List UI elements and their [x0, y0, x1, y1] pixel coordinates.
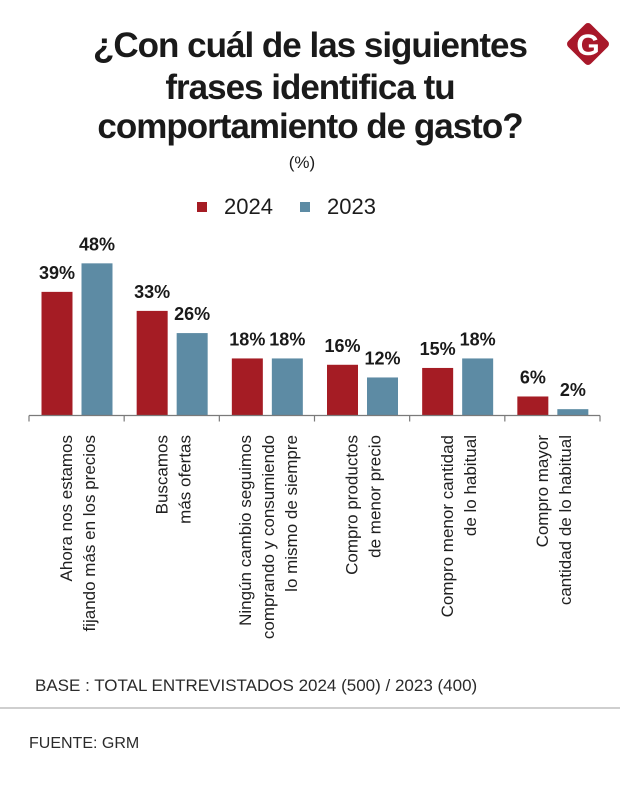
data-label-2023-3: 18% — [269, 329, 305, 349]
bar-2023-5 — [462, 358, 494, 416]
data-label-value: 26 — [174, 304, 194, 324]
chart-title-line: ¿Con cuál de las siguientes — [93, 26, 528, 65]
brand-g-diamond-icon: G — [567, 23, 609, 65]
data-label-suffix: % — [289, 329, 305, 349]
bar-2024-5 — [422, 367, 454, 416]
x-tick-label-1: fijando más en los precios — [80, 435, 99, 632]
data-label-value: 33 — [134, 282, 154, 302]
base-note: BASE : TOTAL ENTREVISTADOS 2024 (500) / … — [35, 676, 478, 695]
chart-subtitle: (%) — [288, 153, 316, 172]
data-label-suffix: % — [440, 339, 456, 359]
data-label-2023-2: 26% — [174, 304, 210, 324]
legend-label: 2024 — [224, 194, 273, 219]
data-label-2024-2: 33% — [134, 282, 170, 302]
bar-2024-1 — [41, 291, 73, 416]
data-label-suffix: % — [345, 336, 361, 356]
x-tick-label-6: Compro mayor — [533, 435, 552, 548]
data-label-suffix: % — [154, 282, 170, 302]
data-label-value: 2 — [560, 380, 570, 400]
data-label-2024-3: 18% — [229, 329, 265, 349]
data-label-2024-5: 15% — [420, 339, 456, 359]
x-tick-label-3: lo mismo de siempre — [282, 435, 301, 592]
chart-title-line: comportamiento de gasto? — [97, 107, 523, 146]
brand-logo-diamond — [567, 23, 609, 65]
x-tick-label-3: Ningún cambio seguimos — [236, 435, 255, 626]
data-label-suffix: % — [59, 263, 75, 283]
x-tick-label-6: cantidad de lo habitual — [556, 435, 575, 605]
bar-2023-1 — [81, 263, 113, 416]
data-label-value: 15 — [420, 339, 440, 359]
footer-divider — [0, 707, 620, 709]
data-label-suffix: % — [480, 329, 496, 349]
legend-item-2024: 2024 — [197, 194, 273, 220]
x-tick-label-3: comprando y consumiendo — [259, 435, 278, 639]
data-label-value: 16 — [324, 336, 344, 356]
x-tick-label-5: Compro menor cantidad — [438, 435, 457, 617]
bar-2024-2 — [136, 310, 168, 416]
data-label-value: 48 — [79, 234, 99, 254]
data-label-suffix: % — [249, 329, 265, 349]
data-label-2023-5: 18% — [460, 329, 496, 349]
bar-2023-3 — [271, 358, 303, 416]
bar-2024-3 — [231, 358, 263, 416]
data-label-value: 6 — [520, 367, 530, 387]
x-tick-label-2: más ofertas — [175, 435, 194, 524]
bar-2024-6 — [517, 396, 549, 416]
data-label-suffix: % — [530, 367, 546, 387]
legend-label: 2023 — [327, 194, 376, 219]
data-label-2023-4: 12% — [364, 348, 400, 368]
data-label-value: 39 — [39, 263, 59, 283]
bar-2024-4 — [327, 364, 358, 416]
legend-swatch-2023 — [300, 202, 310, 212]
data-label-value: 18 — [460, 329, 480, 349]
x-tick-label-4: de menor precio — [366, 435, 385, 558]
legend-item-2023: 2023 — [300, 194, 376, 220]
data-label-suffix: % — [194, 304, 210, 324]
legend-swatch-2024 — [197, 202, 207, 212]
chart-title-line: frases identifica tu — [165, 68, 455, 107]
x-tick-label-5: de lo habitual — [461, 435, 480, 536]
bar-2023-6 — [557, 409, 589, 416]
x-tick-label-2: Buscamos — [152, 435, 171, 514]
data-label-suffix: % — [99, 234, 115, 254]
source-note: FUENTE: GRM — [29, 735, 140, 752]
brand-logo-letter: G — [576, 29, 599, 62]
data-label-2024-6: 6% — [520, 367, 546, 387]
x-tick-label-1: Ahora nos estamos — [57, 435, 76, 581]
data-label-2024-1: 39% — [39, 263, 75, 283]
bar-2023-4 — [367, 377, 398, 416]
data-label-2023-1: 48% — [79, 234, 115, 254]
data-label-value: 12 — [364, 348, 384, 368]
data-label-2024-4: 16% — [324, 336, 360, 356]
data-label-2023-6: 2% — [560, 380, 586, 400]
data-label-value: 18 — [269, 329, 289, 349]
data-label-suffix: % — [570, 380, 586, 400]
bar-2023-2 — [176, 333, 208, 416]
data-label-value: 18 — [229, 329, 249, 349]
data-label-suffix: % — [385, 348, 401, 368]
x-tick-label-4: Compro productos — [343, 435, 362, 575]
